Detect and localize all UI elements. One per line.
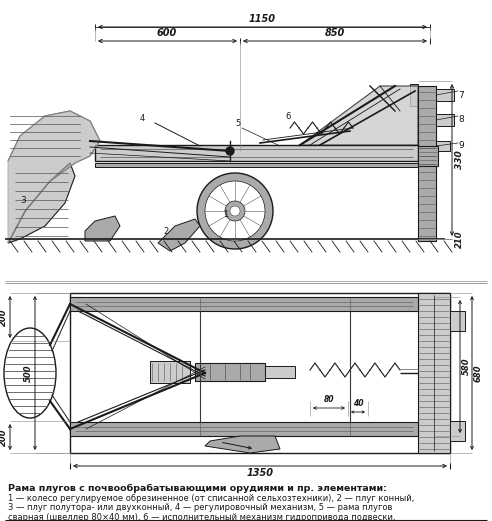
FancyBboxPatch shape	[418, 293, 450, 453]
Text: 6: 6	[285, 112, 290, 121]
Polygon shape	[158, 219, 200, 251]
FancyBboxPatch shape	[436, 141, 450, 151]
Text: 3: 3	[20, 196, 26, 205]
Text: 210: 210	[455, 230, 464, 248]
Text: 3 — плуг полутора- или двухконный, 4 — регулировочный механизм, 5 — рама плугов: 3 — плуг полутора- или двухконный, 4 — р…	[8, 503, 393, 513]
Text: 80: 80	[324, 395, 334, 404]
Text: 9: 9	[458, 142, 464, 151]
Text: 5: 5	[235, 119, 240, 128]
FancyBboxPatch shape	[5, 284, 485, 459]
Text: Рама плугов с почвообрабатывающими орудиями и пр. элементами:: Рама плугов с почвообрабатывающими оруди…	[8, 484, 387, 493]
Text: 680: 680	[474, 364, 483, 382]
FancyBboxPatch shape	[95, 145, 418, 161]
FancyBboxPatch shape	[418, 86, 436, 241]
FancyBboxPatch shape	[450, 421, 465, 441]
Polygon shape	[85, 216, 120, 241]
Text: 200: 200	[0, 308, 8, 326]
FancyBboxPatch shape	[436, 114, 454, 126]
Text: 7: 7	[458, 91, 464, 100]
Text: 40: 40	[353, 399, 363, 408]
FancyBboxPatch shape	[95, 163, 418, 167]
Ellipse shape	[4, 328, 56, 418]
Polygon shape	[8, 163, 75, 243]
Text: 600: 600	[157, 28, 177, 38]
Text: 580: 580	[462, 358, 471, 375]
Polygon shape	[197, 173, 273, 249]
Circle shape	[226, 147, 234, 155]
Text: 200: 200	[0, 428, 8, 446]
Text: 1350: 1350	[246, 468, 274, 478]
Text: сварная (швеллер 80×40 мм), 6 — исполнительный механизм гидропривода подвески,: сварная (швеллер 80×40 мм), 6 — исполнит…	[8, 513, 396, 521]
FancyBboxPatch shape	[70, 422, 418, 436]
Text: 1150: 1150	[248, 14, 276, 24]
FancyBboxPatch shape	[265, 366, 295, 378]
Polygon shape	[8, 111, 100, 243]
Polygon shape	[300, 86, 418, 145]
FancyBboxPatch shape	[5, 18, 485, 276]
FancyBboxPatch shape	[418, 146, 438, 166]
Polygon shape	[205, 436, 280, 453]
Text: 1 — колесо регулируемое обрезиненное (от списанной сельхозтехники), 2 — плуг кон: 1 — колесо регулируемое обрезиненное (от…	[8, 494, 414, 503]
FancyBboxPatch shape	[70, 293, 450, 453]
Text: 500: 500	[24, 364, 33, 382]
Polygon shape	[230, 206, 240, 216]
Text: 330: 330	[455, 151, 464, 169]
Text: 2: 2	[163, 227, 168, 236]
FancyBboxPatch shape	[450, 311, 465, 331]
Text: 4: 4	[140, 114, 145, 123]
Text: 1: 1	[223, 210, 228, 219]
Text: 850: 850	[325, 28, 345, 38]
FancyBboxPatch shape	[410, 84, 418, 106]
FancyBboxPatch shape	[70, 297, 418, 311]
Polygon shape	[225, 201, 245, 221]
Polygon shape	[205, 181, 265, 241]
FancyBboxPatch shape	[150, 361, 190, 383]
FancyBboxPatch shape	[195, 363, 265, 381]
Text: 8: 8	[458, 116, 464, 125]
FancyBboxPatch shape	[436, 89, 454, 101]
